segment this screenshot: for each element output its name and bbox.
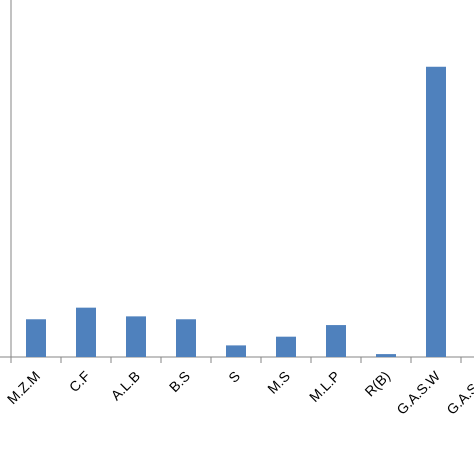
x-tick-label: M.L.P bbox=[306, 368, 343, 405]
x-tick-label: A.L.B bbox=[108, 368, 144, 404]
bar bbox=[176, 319, 196, 357]
bar bbox=[426, 66, 446, 357]
bar-series bbox=[26, 66, 446, 357]
x-tick-label: G.A.S.W bbox=[443, 367, 474, 417]
x-tick-label: R(B) bbox=[361, 368, 393, 400]
x-tick-label: G.A.S.W bbox=[393, 367, 443, 417]
x-tick-label: B.S bbox=[166, 368, 193, 395]
bar bbox=[126, 316, 146, 357]
x-tick-labels: M.Z.M C.F A.L.B B.S S M.S M.L.P R(B) G.A.S.W G.A.… bbox=[4, 367, 474, 417]
x-axis-ticks bbox=[10, 357, 462, 363]
x-tick-label: M.Z.M bbox=[4, 368, 43, 407]
bar bbox=[376, 354, 396, 357]
bar bbox=[326, 325, 346, 357]
bar bbox=[276, 336, 296, 357]
bar bbox=[26, 319, 46, 357]
bar bbox=[76, 307, 96, 357]
x-tick-label: C.F bbox=[66, 368, 93, 395]
x-tick-label: M.S bbox=[264, 368, 293, 397]
bar bbox=[226, 345, 246, 357]
x-tick-label: S bbox=[225, 368, 243, 386]
